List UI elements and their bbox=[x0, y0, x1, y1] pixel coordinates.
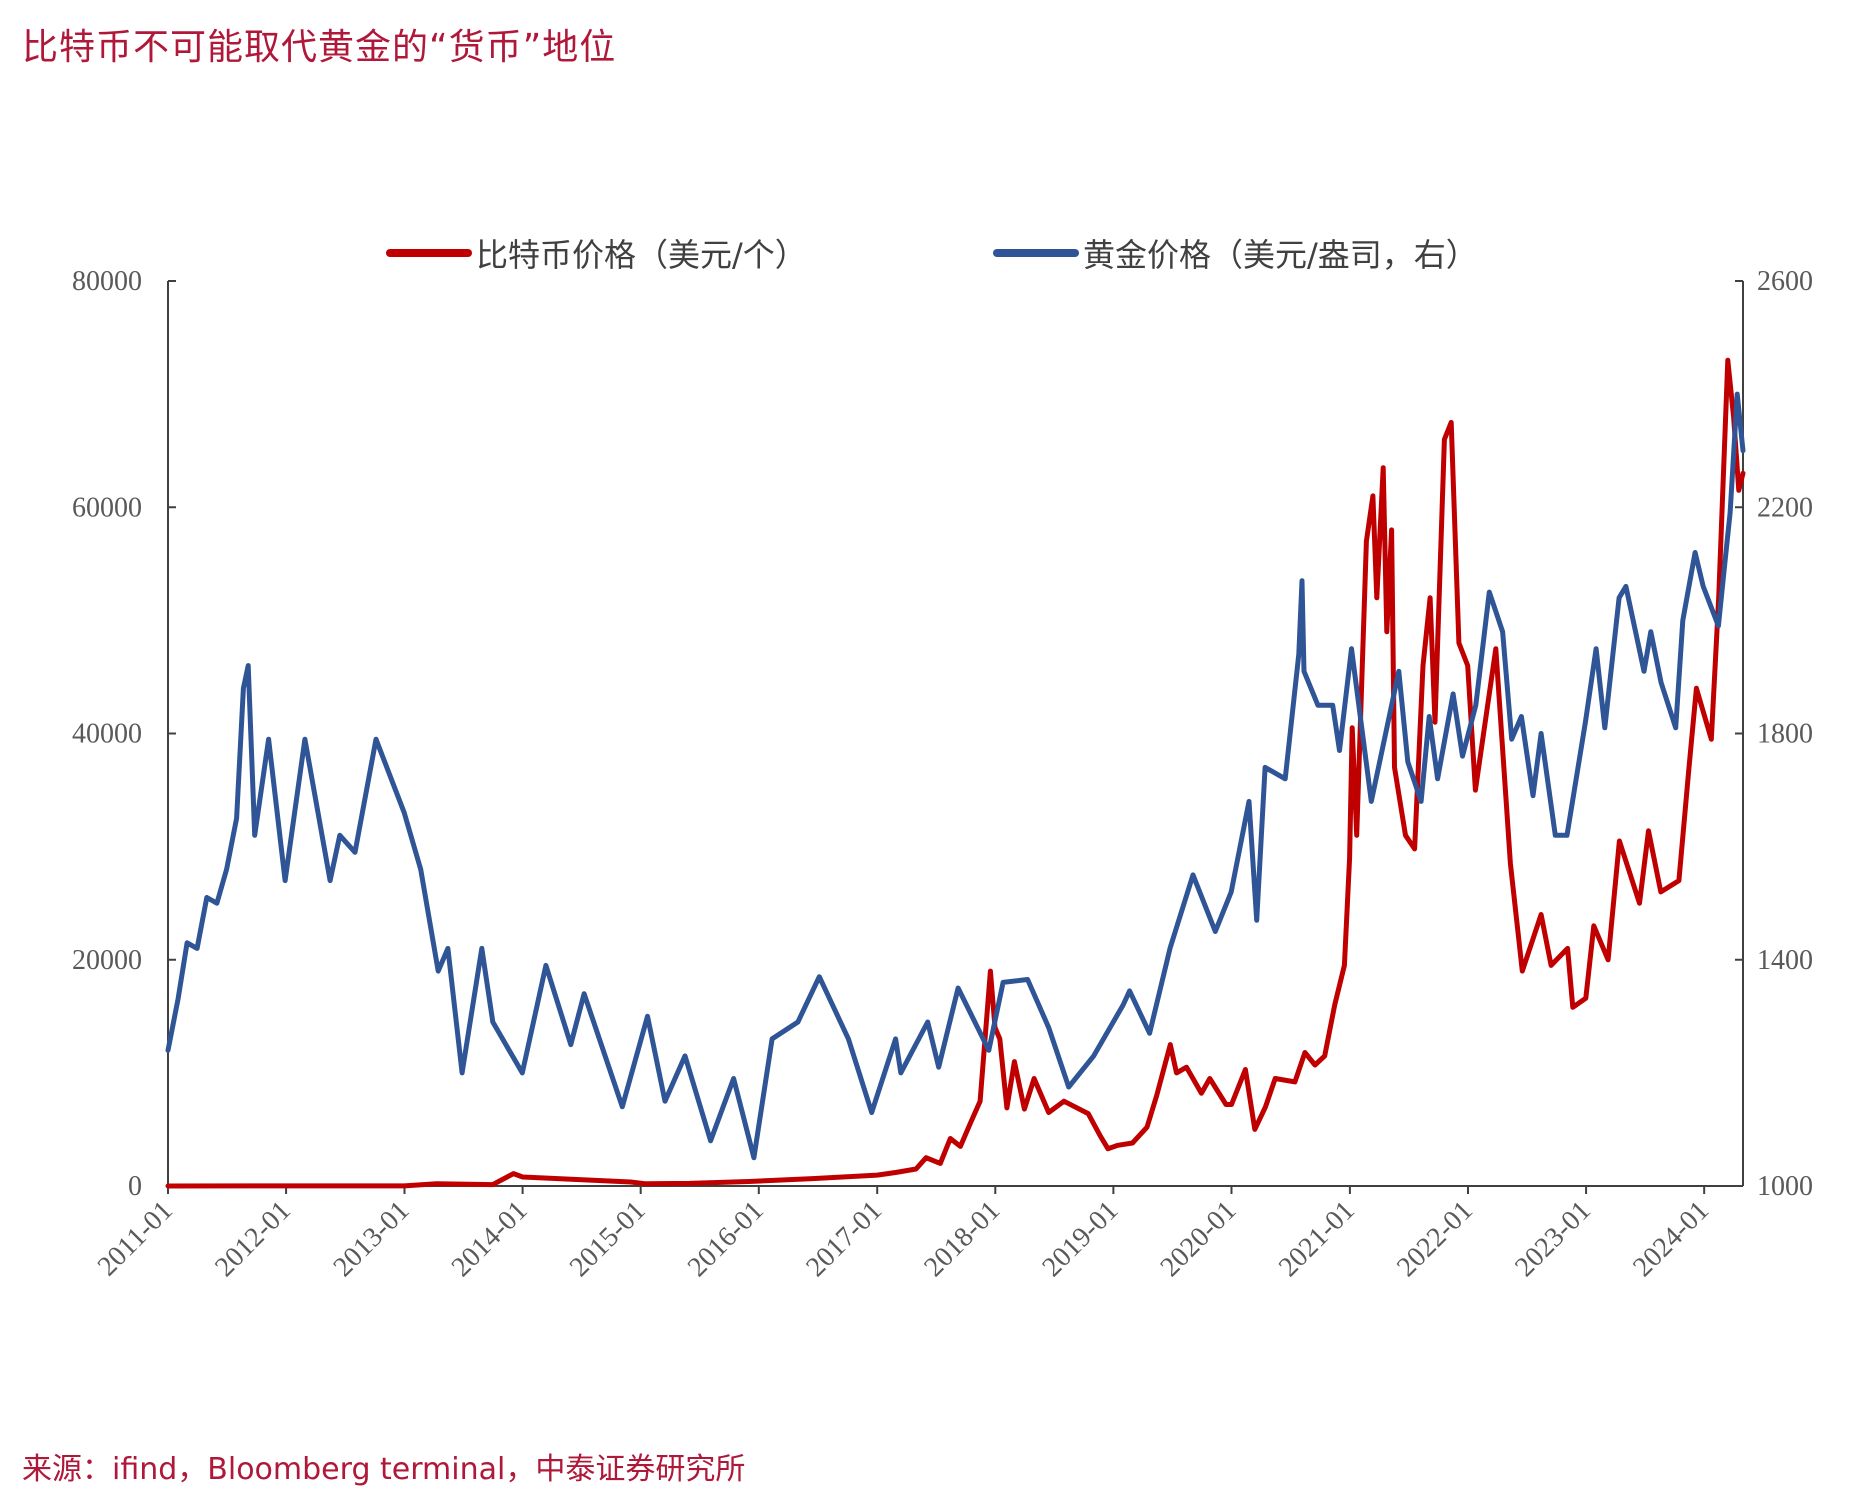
y-right-tick-label: 2200 bbox=[1757, 492, 1813, 523]
x-tick-label: 2014-01 bbox=[446, 1195, 534, 1283]
x-tick-label: 2019-01 bbox=[1036, 1195, 1124, 1283]
x-tick-label: 2021-01 bbox=[1273, 1195, 1361, 1283]
x-tick-label: 2011-01 bbox=[92, 1195, 179, 1282]
x-tick-label: 2015-01 bbox=[564, 1195, 652, 1283]
x-tick-label: 2024-01 bbox=[1627, 1195, 1715, 1283]
legend-label-gold: 黄金价格（美元/盎司，右） bbox=[1083, 236, 1478, 274]
x-tick-label: 2020-01 bbox=[1155, 1195, 1243, 1283]
x-tick-label: 2017-01 bbox=[800, 1195, 888, 1283]
page-title: 比特币不可能取代黄金的“货币”地位 bbox=[22, 27, 617, 68]
y-left-tick-label: 20000 bbox=[72, 945, 142, 976]
x-tick-label: 2012-01 bbox=[209, 1195, 297, 1283]
y-right-tick-label: 1000 bbox=[1757, 1171, 1813, 1202]
legend-label-btc: 比特币价格（美元/个） bbox=[476, 236, 807, 274]
y-left-tick-label: 80000 bbox=[72, 266, 142, 297]
y-left-tick-label: 40000 bbox=[72, 719, 142, 750]
y-right-tick-label: 1400 bbox=[1757, 945, 1813, 976]
source-note: 来源：ifind，Bloomberg terminal，中泰证券研究所 bbox=[22, 1452, 746, 1487]
x-tick-label: 2023-01 bbox=[1509, 1195, 1597, 1283]
series-line-gold bbox=[165, 391, 1746, 1161]
x-tick-label: 2016-01 bbox=[682, 1195, 770, 1283]
y-left-tick-label: 0 bbox=[128, 1171, 142, 1202]
x-tick-label: 2022-01 bbox=[1391, 1195, 1479, 1283]
axes: 0 20000 40000 60000 80000 1000 1400 1800 2200 260… bbox=[72, 266, 1813, 1283]
series-layer bbox=[165, 357, 1746, 1189]
x-tick-label: 2013-01 bbox=[328, 1195, 416, 1283]
legend: 比特币价格（美元/个） 黄金价格（美元/盎司，右） bbox=[386, 236, 1478, 274]
y-right-tick-label: 2600 bbox=[1757, 266, 1813, 297]
x-tick-label: 2018-01 bbox=[918, 1195, 1006, 1283]
series-line-btc bbox=[165, 357, 1746, 1189]
y-right-tick-label: 1800 bbox=[1757, 719, 1813, 750]
y-left-tick-label: 60000 bbox=[72, 492, 142, 523]
